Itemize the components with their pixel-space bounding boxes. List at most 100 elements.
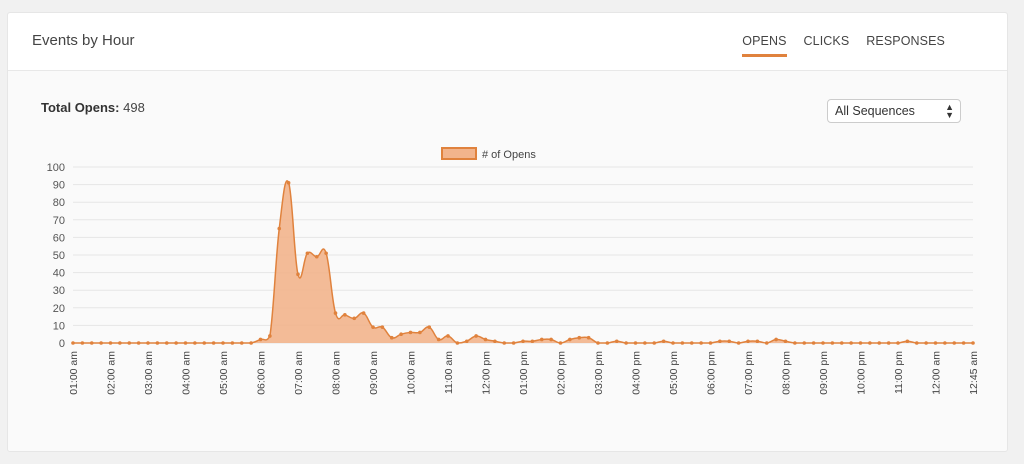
data-point: [961, 341, 966, 345]
opens-area-fill: [73, 180, 973, 343]
x-tick-label: 08:00 pm: [781, 351, 793, 395]
data-point: [108, 341, 113, 345]
data-point: [71, 341, 75, 345]
data-point: [455, 341, 460, 345]
data-point: [399, 332, 403, 337]
y-tick-label: 50: [53, 250, 65, 262]
data-point: [699, 341, 703, 345]
data-point: [811, 341, 816, 345]
x-tick-label: 06:00 am: [256, 351, 268, 395]
data-point: [943, 341, 947, 345]
y-tick-label: 20: [53, 303, 65, 315]
data-point: [427, 325, 432, 329]
x-tick-label: 04:00 pm: [631, 351, 643, 395]
data-point: [896, 341, 900, 345]
data-point: [164, 341, 169, 345]
data-point: [746, 339, 750, 344]
data-point: [586, 335, 591, 340]
data-point: [549, 337, 553, 342]
x-tick-label: 01:00 pm: [518, 351, 530, 395]
data-point: [924, 341, 928, 345]
x-tick-label: 10:00 am: [406, 351, 418, 395]
data-point: [221, 341, 225, 345]
data-point: [389, 335, 394, 340]
tab-responses[interactable]: RESPONSES: [866, 34, 945, 48]
data-point: [689, 341, 694, 345]
data-point: [577, 335, 582, 340]
data-point: [764, 341, 769, 345]
data-point: [277, 226, 282, 231]
data-point: [155, 341, 160, 345]
updown-caret-icon: ▲ ▼: [945, 102, 954, 120]
data-point: [183, 341, 188, 345]
data-point: [643, 341, 647, 345]
x-tick-label: 11:00 pm: [893, 351, 905, 394]
data-point: [652, 341, 657, 345]
data-point: [718, 339, 722, 344]
data-point: [464, 339, 469, 344]
data-point: [802, 341, 807, 345]
data-point: [661, 339, 666, 344]
data-point: [305, 251, 310, 256]
card-title: Events by Hour: [32, 32, 135, 49]
x-tick-label: 03:00 pm: [593, 351, 605, 395]
x-tick-label: 01:00 am: [68, 351, 80, 395]
data-point: [596, 341, 600, 345]
data-point: [614, 339, 619, 344]
data-point: [849, 341, 853, 345]
x-tick-label: 04:00 am: [181, 351, 193, 395]
data-point: [361, 311, 366, 315]
x-tick-label: 12:45 am: [968, 351, 980, 395]
data-point: [80, 341, 85, 345]
data-point: [511, 341, 516, 345]
data-point: [352, 316, 357, 321]
data-point: [839, 341, 844, 345]
tab-clicks[interactable]: CLICKS: [803, 34, 850, 48]
data-point: [493, 339, 497, 344]
data-point: [886, 341, 891, 345]
sequence-select-value: All Sequences: [835, 104, 915, 118]
data-point: [296, 272, 300, 277]
data-point: [877, 341, 882, 345]
x-tick-label: 11:00 am: [443, 351, 455, 394]
data-point: [286, 181, 291, 185]
sequence-select[interactable]: All Sequences ▲ ▼: [827, 99, 961, 123]
data-point: [905, 339, 910, 344]
x-tick-label: 06:00 pm: [706, 351, 718, 395]
data-point: [436, 337, 441, 342]
x-tick-label: 10:00 pm: [856, 351, 868, 395]
y-tick-label: 30: [53, 285, 65, 297]
data-point: [521, 339, 525, 344]
events-by-hour-card: Events by Hour OPENS CLICKS RESPONSES: [7, 12, 1008, 452]
data-point: [783, 339, 788, 344]
data-point: [530, 339, 535, 344]
data-point: [774, 337, 778, 342]
data-point: [539, 337, 544, 342]
total-opens: Total Opens: 498: [41, 100, 145, 115]
data-point: [502, 341, 507, 345]
total-opens-value: 498: [123, 100, 145, 115]
x-tick-label: 09:00 am: [368, 351, 380, 395]
data-point: [99, 341, 103, 345]
x-tick-label: 12:00 pm: [481, 351, 493, 395]
tab-opens[interactable]: OPENS: [742, 34, 787, 57]
card-header: Events by Hour OPENS CLICKS RESPONSES: [8, 13, 1007, 71]
y-tick-label: 70: [53, 215, 65, 227]
data-point: [371, 325, 375, 329]
data-point: [568, 337, 572, 342]
data-point: [483, 337, 488, 342]
data-point: [118, 341, 122, 345]
data-point: [333, 311, 338, 315]
x-tick-label: 05:00 am: [218, 351, 230, 395]
data-point: [324, 251, 328, 256]
data-point: [89, 341, 94, 345]
data-point: [239, 341, 244, 345]
data-point: [136, 341, 141, 345]
data-point: [821, 341, 825, 345]
data-point: [258, 337, 263, 342]
y-tick-label: 100: [47, 162, 65, 174]
data-point: [933, 341, 938, 345]
data-point: [314, 254, 319, 259]
data-point: [793, 341, 797, 345]
data-point: [605, 341, 610, 345]
